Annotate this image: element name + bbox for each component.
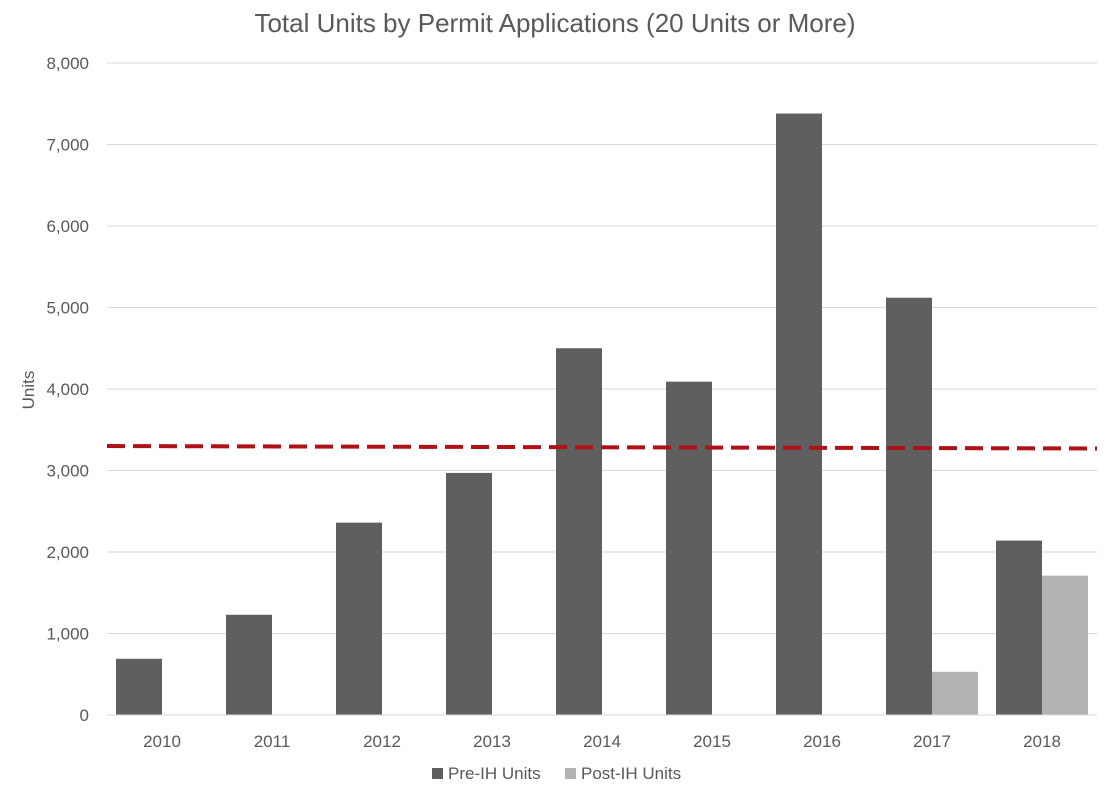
bar-2013-pre-ih <box>446 472 492 715</box>
y-axis-label: Units <box>19 371 38 410</box>
legend: Pre-IH Units Post-IH Units <box>432 764 681 783</box>
x-tick-label: 2010 <box>143 732 181 751</box>
legend-swatch-pre-ih <box>432 768 443 779</box>
bar-2014-pre-ih <box>556 348 602 715</box>
bar-2018-post-ih <box>1042 575 1088 715</box>
x-tick-label: 2012 <box>363 732 401 751</box>
bar-2010-pre-ih <box>116 658 162 715</box>
legend-label-pre-ih: Pre-IH Units <box>448 764 541 783</box>
x-tick-label: 2016 <box>803 732 841 751</box>
bars <box>116 113 1088 715</box>
chart-title: Total Units by Permit Applications (20 U… <box>254 8 855 38</box>
x-tick-label: 2014 <box>583 732 621 751</box>
y-tick-label: 2,000 <box>46 543 89 562</box>
x-axis-ticks: 2010 2011 2012 2013 2014 2015 2016 2017 2018 <box>143 732 1061 751</box>
x-tick-label: 2011 <box>254 732 291 751</box>
legend-swatch-post-ih <box>565 768 576 779</box>
x-tick-label: 2015 <box>693 732 731 751</box>
y-tick-label: 7,000 <box>46 136 89 155</box>
reference-line <box>106 444 1098 451</box>
bar-2018-pre-ih <box>996 540 1042 715</box>
y-tick-label: 5,000 <box>46 299 89 318</box>
bar-2017-post-ih <box>932 671 978 715</box>
bar-2017-pre-ih <box>886 297 932 715</box>
x-tick-label: 2017 <box>913 732 951 751</box>
x-tick-label: 2018 <box>1023 732 1061 751</box>
x-tick-label: 2013 <box>473 732 511 751</box>
bar-2011-pre-ih <box>226 614 272 715</box>
y-tick-label: 6,000 <box>46 217 89 236</box>
bar-2012-pre-ih <box>336 522 382 715</box>
y-tick-label: 1,000 <box>46 625 89 644</box>
y-axis-ticks: 0 1,000 2,000 3,000 4,000 5,000 6,000 7,000 8,00… <box>46 54 89 725</box>
y-tick-label: 8,000 <box>46 54 89 73</box>
bar-2016-pre-ih <box>776 113 822 715</box>
y-tick-label: 3,000 <box>46 462 89 481</box>
y-tick-label: 0 <box>80 706 89 725</box>
legend-label-post-ih: Post-IH Units <box>581 764 681 783</box>
bar-2015-pre-ih <box>666 381 712 715</box>
y-tick-label: 4,000 <box>46 380 89 399</box>
